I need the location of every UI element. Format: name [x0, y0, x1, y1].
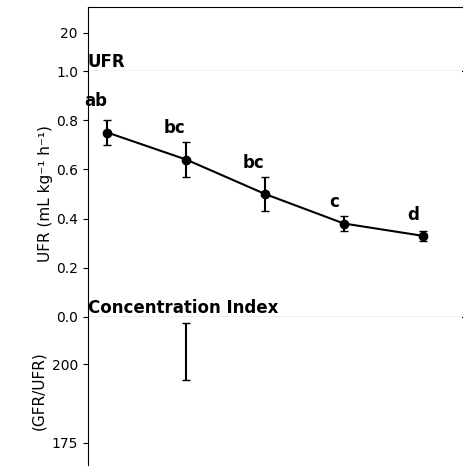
Text: bc: bc — [242, 154, 264, 172]
Y-axis label: UFR (mL kg⁻¹ h⁻¹): UFR (mL kg⁻¹ h⁻¹) — [38, 126, 53, 263]
Text: ab: ab — [84, 92, 107, 110]
Text: c: c — [329, 193, 339, 211]
X-axis label: Days of dehydration: Days of dehydration — [197, 344, 353, 358]
Text: bc: bc — [164, 119, 185, 137]
X-axis label: Days of dehydration: Days of dehydration — [197, 98, 353, 112]
Text: d: d — [407, 206, 419, 224]
Text: UFR: UFR — [88, 53, 125, 71]
Y-axis label: (GFR/UFR): (GFR/UFR) — [31, 351, 46, 430]
Text: Concentration Index: Concentration Index — [88, 299, 278, 317]
